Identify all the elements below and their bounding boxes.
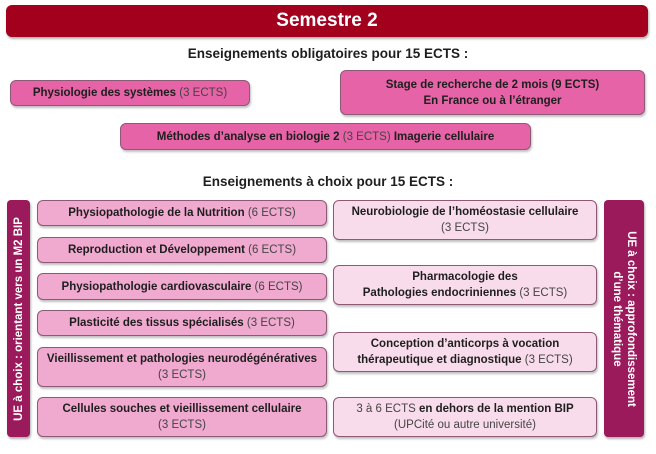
right-label-line2: d’une thématique [611,270,624,367]
course-ects: (3 ECTS) [246,317,295,329]
elective-left-item: Cellules souches et vieillissement cellu… [37,397,327,437]
right-label-line1: UE à choix : approfondissement [625,230,638,407]
course-stage-recherche: Stage de recherche de 2 mois (9 ECTS) En… [340,70,645,115]
left-side-label: UE à choix : orientant vers un M2 BIP [7,200,30,437]
course-physiologie-systemes: Physiologie des systèmes (3 ECTS) [10,80,250,106]
elective-right-item: Neurobiologie de l’homéostasie cellulair… [333,200,597,240]
elective-right-item: 3 à 6 ECTS en dehors de la mention BIP (U… [333,397,597,437]
course-name: en dehors de la mention BIP [419,403,574,415]
mandatory-heading: Enseignements obligatoires pour 15 ECTS … [187,46,469,61]
course-name: Physiologie des systèmes [32,87,177,99]
elective-left-item: Physiopathologie cardiovasculaire (6 ECT… [37,273,327,300]
course-name: Plasticité des tissus spécialisés [69,317,244,329]
course-ects: (3 ECTS) [524,354,573,366]
course-note: (UPCité ou autre université) [394,419,536,431]
course-ects: (3 ECTS) [158,369,206,381]
elective-left-item: Reproduction et Développement (6 ECTS) [37,237,327,263]
course-ects: (3 ECTS) [158,419,206,431]
course-name: Méthodes d’analyse en biologie 2 [156,130,340,143]
course-name: Physiopathologie cardiovasculaire [61,280,252,293]
elective-left-item: Physiopathologie de la Nutrition (6 ECTS… [37,200,327,226]
course-methodes-analyse: Méthodes d’analyse en biologie 2 (3 ECTS… [120,123,531,150]
course-detail: Imagerie cellulaire [393,130,495,143]
elective-heading: Enseignements à choix pour 15 ECTS : [202,174,454,189]
course-ects: (6 ECTS) [248,244,297,256]
course-ects: (6 ECTS) [254,280,303,293]
course-name: Vieillissement et pathologies neurodégén… [46,353,318,365]
right-side-label-text: UE à choix : approfondissement d’une thém… [610,231,638,407]
course-ects: (3 ECTS) [342,130,391,143]
semester-title: Semestre 2 [6,5,648,37]
elective-left-item: Vieillissement et pathologies neurodégén… [37,347,327,387]
right-side-label: UE à choix : approfondissement d’une thém… [604,200,644,437]
elective-right-item: Conception d’anticorps à vocation thérape… [333,332,597,372]
course-name: Cellules souches et vieillissement cellu… [62,403,302,415]
course-name-cont: Pathologies endocriniennes [362,287,517,299]
course-ects: 3 à 6 ECTS [356,403,416,415]
course-name: Neurobiologie de l’homéostasie cellulair… [351,206,579,218]
elective-left-item: Plasticité des tissus spécialisés (3 ECT… [37,310,327,336]
course-ects: (6 ECTS) [247,207,296,219]
course-name-cont: thérapeutique et diagnostique [357,354,522,366]
course-name: Physiopathologie de la Nutrition [68,207,245,219]
semester-title-text: Semestre 2 [276,10,378,31]
course-name: Pharmacologie des [412,271,518,283]
course-name: Reproduction et Développement [67,244,245,256]
course-detail: En France ou à l’étranger [423,94,562,107]
course-name: Conception d’anticorps à vocation [370,338,560,350]
course-ects: (3 ECTS) [519,287,568,299]
left-side-label-text: UE à choix : orientant vers un M2 BIP [12,216,25,421]
elective-right-item: Pharmacologie des Pathologies endocrinien… [333,265,597,305]
course-name: Stage de recherche de 2 mois (9 ECTS) [385,78,600,91]
course-ects: (3 ECTS) [179,87,228,99]
course-ects: (3 ECTS) [441,222,489,234]
